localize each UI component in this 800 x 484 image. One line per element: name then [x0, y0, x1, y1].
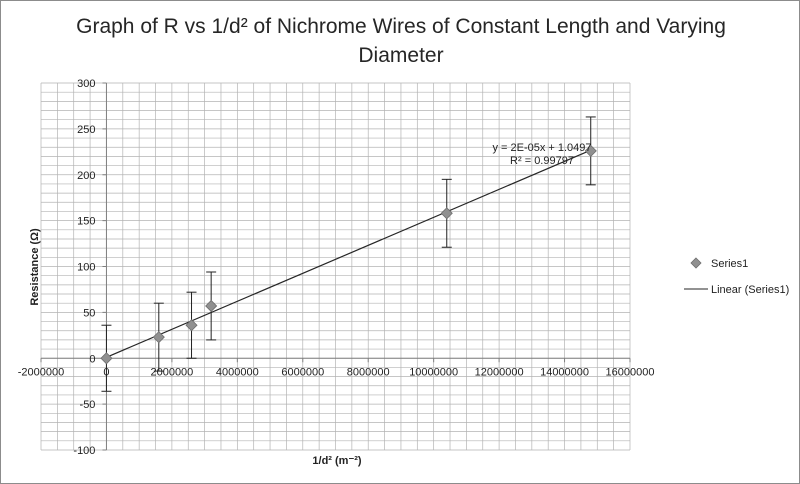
- chart-title-line2: Diameter: [358, 44, 443, 67]
- data-point: [100, 352, 113, 365]
- trendline-equation: y = 2E-05x + 1.0497: [492, 142, 591, 154]
- y-tick-label: -100: [73, 445, 95, 457]
- points-layer: [100, 116, 597, 392]
- legend-label-series1: Series1: [711, 258, 748, 270]
- y-tick-label: 100: [77, 262, 95, 274]
- x-tick-label: 10000000: [409, 366, 458, 378]
- chart-title-line1: Graph of R vs 1/d² of Nichrome Wires of …: [76, 15, 726, 38]
- x-tick-label: 16000000: [606, 366, 655, 378]
- x-tick-label: 8000000: [347, 366, 390, 378]
- data-point: [205, 299, 218, 313]
- x-axis-title: 1/d² (m⁻²): [312, 455, 362, 467]
- x-tick-label: 2000000: [150, 366, 193, 378]
- x-tick-label: 4000000: [216, 366, 259, 378]
- data-point: [152, 331, 165, 344]
- trendline: [106, 149, 591, 358]
- legend: Series1 Linear (Series1): [684, 257, 789, 296]
- grid-layer: [40, 82, 631, 451]
- x-tick-label: 6000000: [281, 366, 324, 378]
- y-axis-title: Resistance (Ω): [29, 228, 41, 306]
- x-tick-label: 12000000: [475, 366, 524, 378]
- y-tick-label: 150: [77, 216, 95, 228]
- y-tick-label: 50: [83, 307, 95, 319]
- y-tick-label: 200: [77, 170, 95, 182]
- legend-label-trendline: Linear (Series1): [711, 284, 789, 296]
- tick-labels-layer: -2000000 0 2000000 4000000 6000000 8000000 100…: [18, 78, 655, 457]
- data-point: [185, 319, 198, 332]
- trendline-layer: [106, 149, 591, 358]
- y-tick-label: 0: [89, 353, 95, 365]
- x-tick-label: 0: [103, 366, 109, 378]
- x-tick-label: -2000000: [18, 366, 65, 378]
- y-tick-label: -50: [80, 399, 96, 411]
- x-tick-label: 14000000: [540, 366, 589, 378]
- trendline-r2: R² = 0.99797: [510, 155, 574, 167]
- data-point: [584, 144, 597, 157]
- data-point: [440, 207, 453, 220]
- y-tick-label: 300: [77, 78, 95, 90]
- y-tick-label: 250: [77, 124, 95, 136]
- legend-marker-series1: [690, 257, 702, 269]
